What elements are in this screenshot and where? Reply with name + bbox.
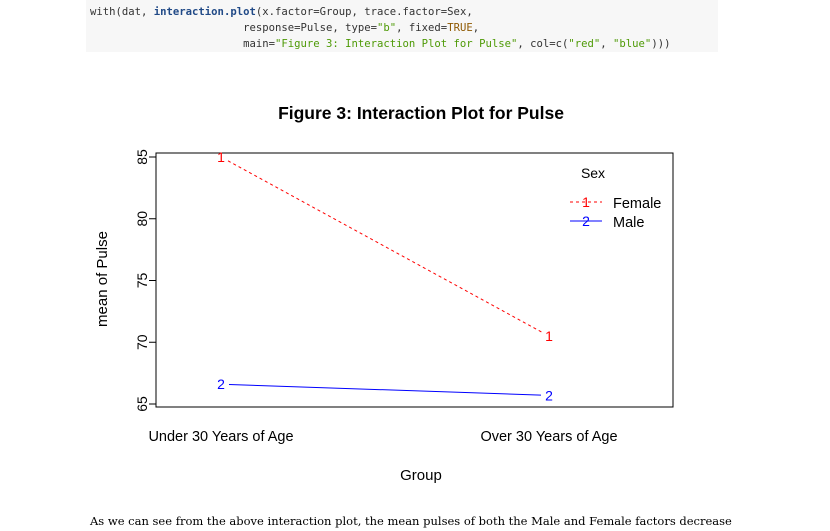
y-tick-label: 80 bbox=[134, 211, 150, 227]
code-token: with(dat, bbox=[90, 6, 154, 18]
series-line-male bbox=[228, 384, 542, 396]
y-tick-label: 85 bbox=[134, 149, 150, 165]
code-block: with(dat, interaction.plot(x.factor=Grou… bbox=[86, 0, 718, 52]
legend: Sex 1 Female 2 Male bbox=[570, 165, 661, 231]
code-token: "Figure 3: Interaction Plot for Pulse" bbox=[274, 38, 518, 50]
code-token: , bbox=[472, 22, 480, 34]
x-tick-label: Under 30 Years of Age bbox=[148, 429, 293, 445]
chart-title: Figure 3: Interaction Plot for Pulse bbox=[278, 103, 564, 123]
data-point-marker: 1 bbox=[217, 149, 225, 165]
code-token: (x.factor=Group, trace.factor=Sex, bbox=[255, 6, 473, 18]
code-token: , fixed= bbox=[396, 22, 448, 34]
code-token: ))) bbox=[651, 38, 671, 50]
code-token: "blue" bbox=[613, 38, 652, 50]
code-token: response=Pulse, type= bbox=[90, 22, 378, 34]
legend-symbol: 1 bbox=[582, 194, 590, 210]
legend-label: Female bbox=[613, 196, 661, 212]
code-line-2: response=Pulse, type="b", fixed=TRUE, bbox=[90, 20, 479, 36]
y-tick-label: 65 bbox=[134, 396, 150, 412]
x-axis: Under 30 Years of Age Over 30 Years of Ag… bbox=[148, 429, 617, 445]
plot-box bbox=[155, 152, 674, 408]
code-token: , bbox=[600, 38, 614, 50]
legend-label: Male bbox=[613, 215, 644, 231]
code-token: "red" bbox=[568, 38, 601, 50]
code-line-3: main="Figure 3: Interaction Plot for Pul… bbox=[90, 36, 670, 52]
code-token: "b" bbox=[377, 22, 397, 34]
data-point-marker: 2 bbox=[217, 376, 225, 392]
code-line-1: with(dat, interaction.plot(x.factor=Grou… bbox=[90, 4, 473, 20]
interaction-plot: Figure 3: Interaction Plot for Pulse 65 7… bbox=[94, 103, 674, 484]
code-token: interaction.plot bbox=[153, 6, 256, 18]
code-token: main= bbox=[90, 38, 275, 50]
code-token: TRUE bbox=[447, 22, 473, 34]
legend-symbol: 2 bbox=[582, 213, 590, 229]
y-tick-label: 70 bbox=[134, 334, 150, 350]
y-tick-label: 75 bbox=[134, 273, 150, 289]
x-tick-label: Over 30 Years of Age bbox=[480, 429, 617, 445]
series-line-female bbox=[227, 160, 543, 333]
data-point-marker: 2 bbox=[545, 387, 553, 403]
body-paragraph: As we can see from the above interaction… bbox=[90, 514, 732, 528]
y-axis: 65 70 75 80 85 bbox=[134, 149, 157, 412]
code-token: , col=c( bbox=[517, 38, 569, 50]
y-axis-label: mean of Pulse bbox=[94, 231, 111, 327]
legend-title: Sex bbox=[581, 165, 605, 181]
data-point-marker: 1 bbox=[545, 328, 553, 344]
x-axis-label: Group bbox=[400, 467, 442, 484]
series-layer: 1 1 2 2 bbox=[217, 149, 553, 403]
